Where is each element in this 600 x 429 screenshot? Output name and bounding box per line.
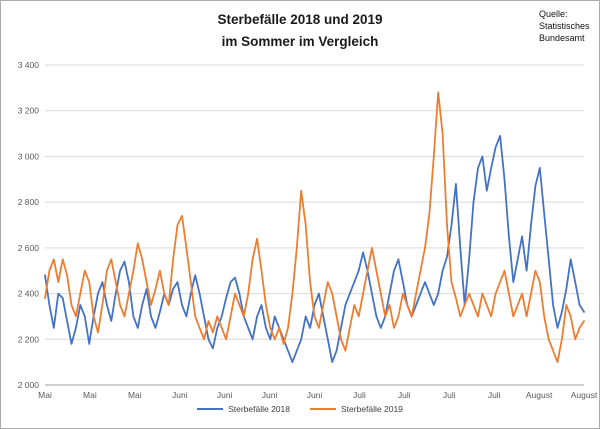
x-tick-label: Juli [353,390,366,400]
y-tick-label: 2 200 [18,334,40,344]
y-tick-label: 2 000 [18,380,40,390]
source-note: Quelle: Statistisches Bundesamt [539,8,590,44]
legend-line-icon-2018 [197,408,224,410]
x-tick-label: Juni [217,390,233,400]
x-tick-label: Juli [488,390,501,400]
legend-line-icon-2019 [310,408,336,410]
source-note-line3: Bundesamt [539,33,585,44]
x-tick-label: Juni [262,390,278,400]
source-note-line2: Statistisches [539,21,590,32]
source-note-line1: Quelle: [539,9,568,19]
x-tick-label: Mai [128,390,142,400]
x-tick-label: Mai [83,390,97,400]
y-tick-label: 3 200 [18,106,40,116]
legend-item-2019: Sterbefälle 2019 [310,404,403,414]
chart-title-line2: im Sommer im Vergleich [221,33,379,49]
x-tick-label: August [571,390,598,400]
x-tick-label: Juni [307,390,323,400]
x-tick-label: August [526,390,553,400]
x-tick-label: Juli [398,390,411,400]
chart-title: Sterbefälle 2018 und 2019 im Sommer im V… [1,9,599,52]
x-tick-label: Juni [172,390,188,400]
series-line-2018 [44,134,585,364]
x-tick-label: Juli [443,390,456,400]
y-tick-label: 2 600 [18,243,40,253]
series-line-2019 [44,91,585,364]
y-tick-label: 2 400 [18,289,40,299]
chart-title-line1: Sterbefälle 2018 und 2019 [217,12,383,27]
y-tick-label: 2 800 [18,197,40,207]
legend-label-2019: Sterbefälle 2019 [341,404,403,414]
x-tick-label: Mai [38,390,52,400]
y-tick-label: 3 000 [18,151,40,161]
legend: Sterbefälle 2018 Sterbefälle 2019 [1,404,599,414]
legend-label-2018: Sterbefälle 2018 [228,404,290,414]
legend-item-2018: Sterbefälle 2018 [197,404,290,414]
y-tick-label: 3 400 [18,60,40,70]
